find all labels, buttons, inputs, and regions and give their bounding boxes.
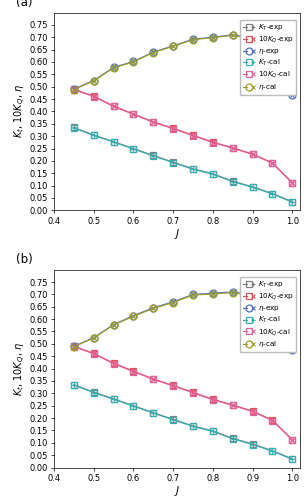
Y-axis label: $K_t$, $10K_{Q}$, $\eta$: $K_t$, $10K_{Q}$, $\eta$ [13,84,28,138]
Text: (b): (b) [16,252,32,266]
Text: (a): (a) [16,0,32,8]
Legend: $K_T$-exp, $10K_Q$-exp, $\eta$-exp, $K_T$-cal, $10K_Q$-cal, $\eta$-cal: $K_T$-exp, $10K_Q$-exp, $\eta$-exp, $K_T… [240,277,296,352]
Y-axis label: $K_t$, $10K_{Q}$, $\eta$: $K_t$, $10K_{Q}$, $\eta$ [13,342,28,396]
Legend: $K_T$-exp, $10K_Q$-exp, $\eta$-exp, $K_T$-cal, $10K_Q$-cal, $\eta$-cal: $K_T$-exp, $10K_Q$-exp, $\eta$-exp, $K_T… [240,20,296,95]
X-axis label: $J$: $J$ [174,484,180,498]
X-axis label: $J$: $J$ [174,227,180,241]
